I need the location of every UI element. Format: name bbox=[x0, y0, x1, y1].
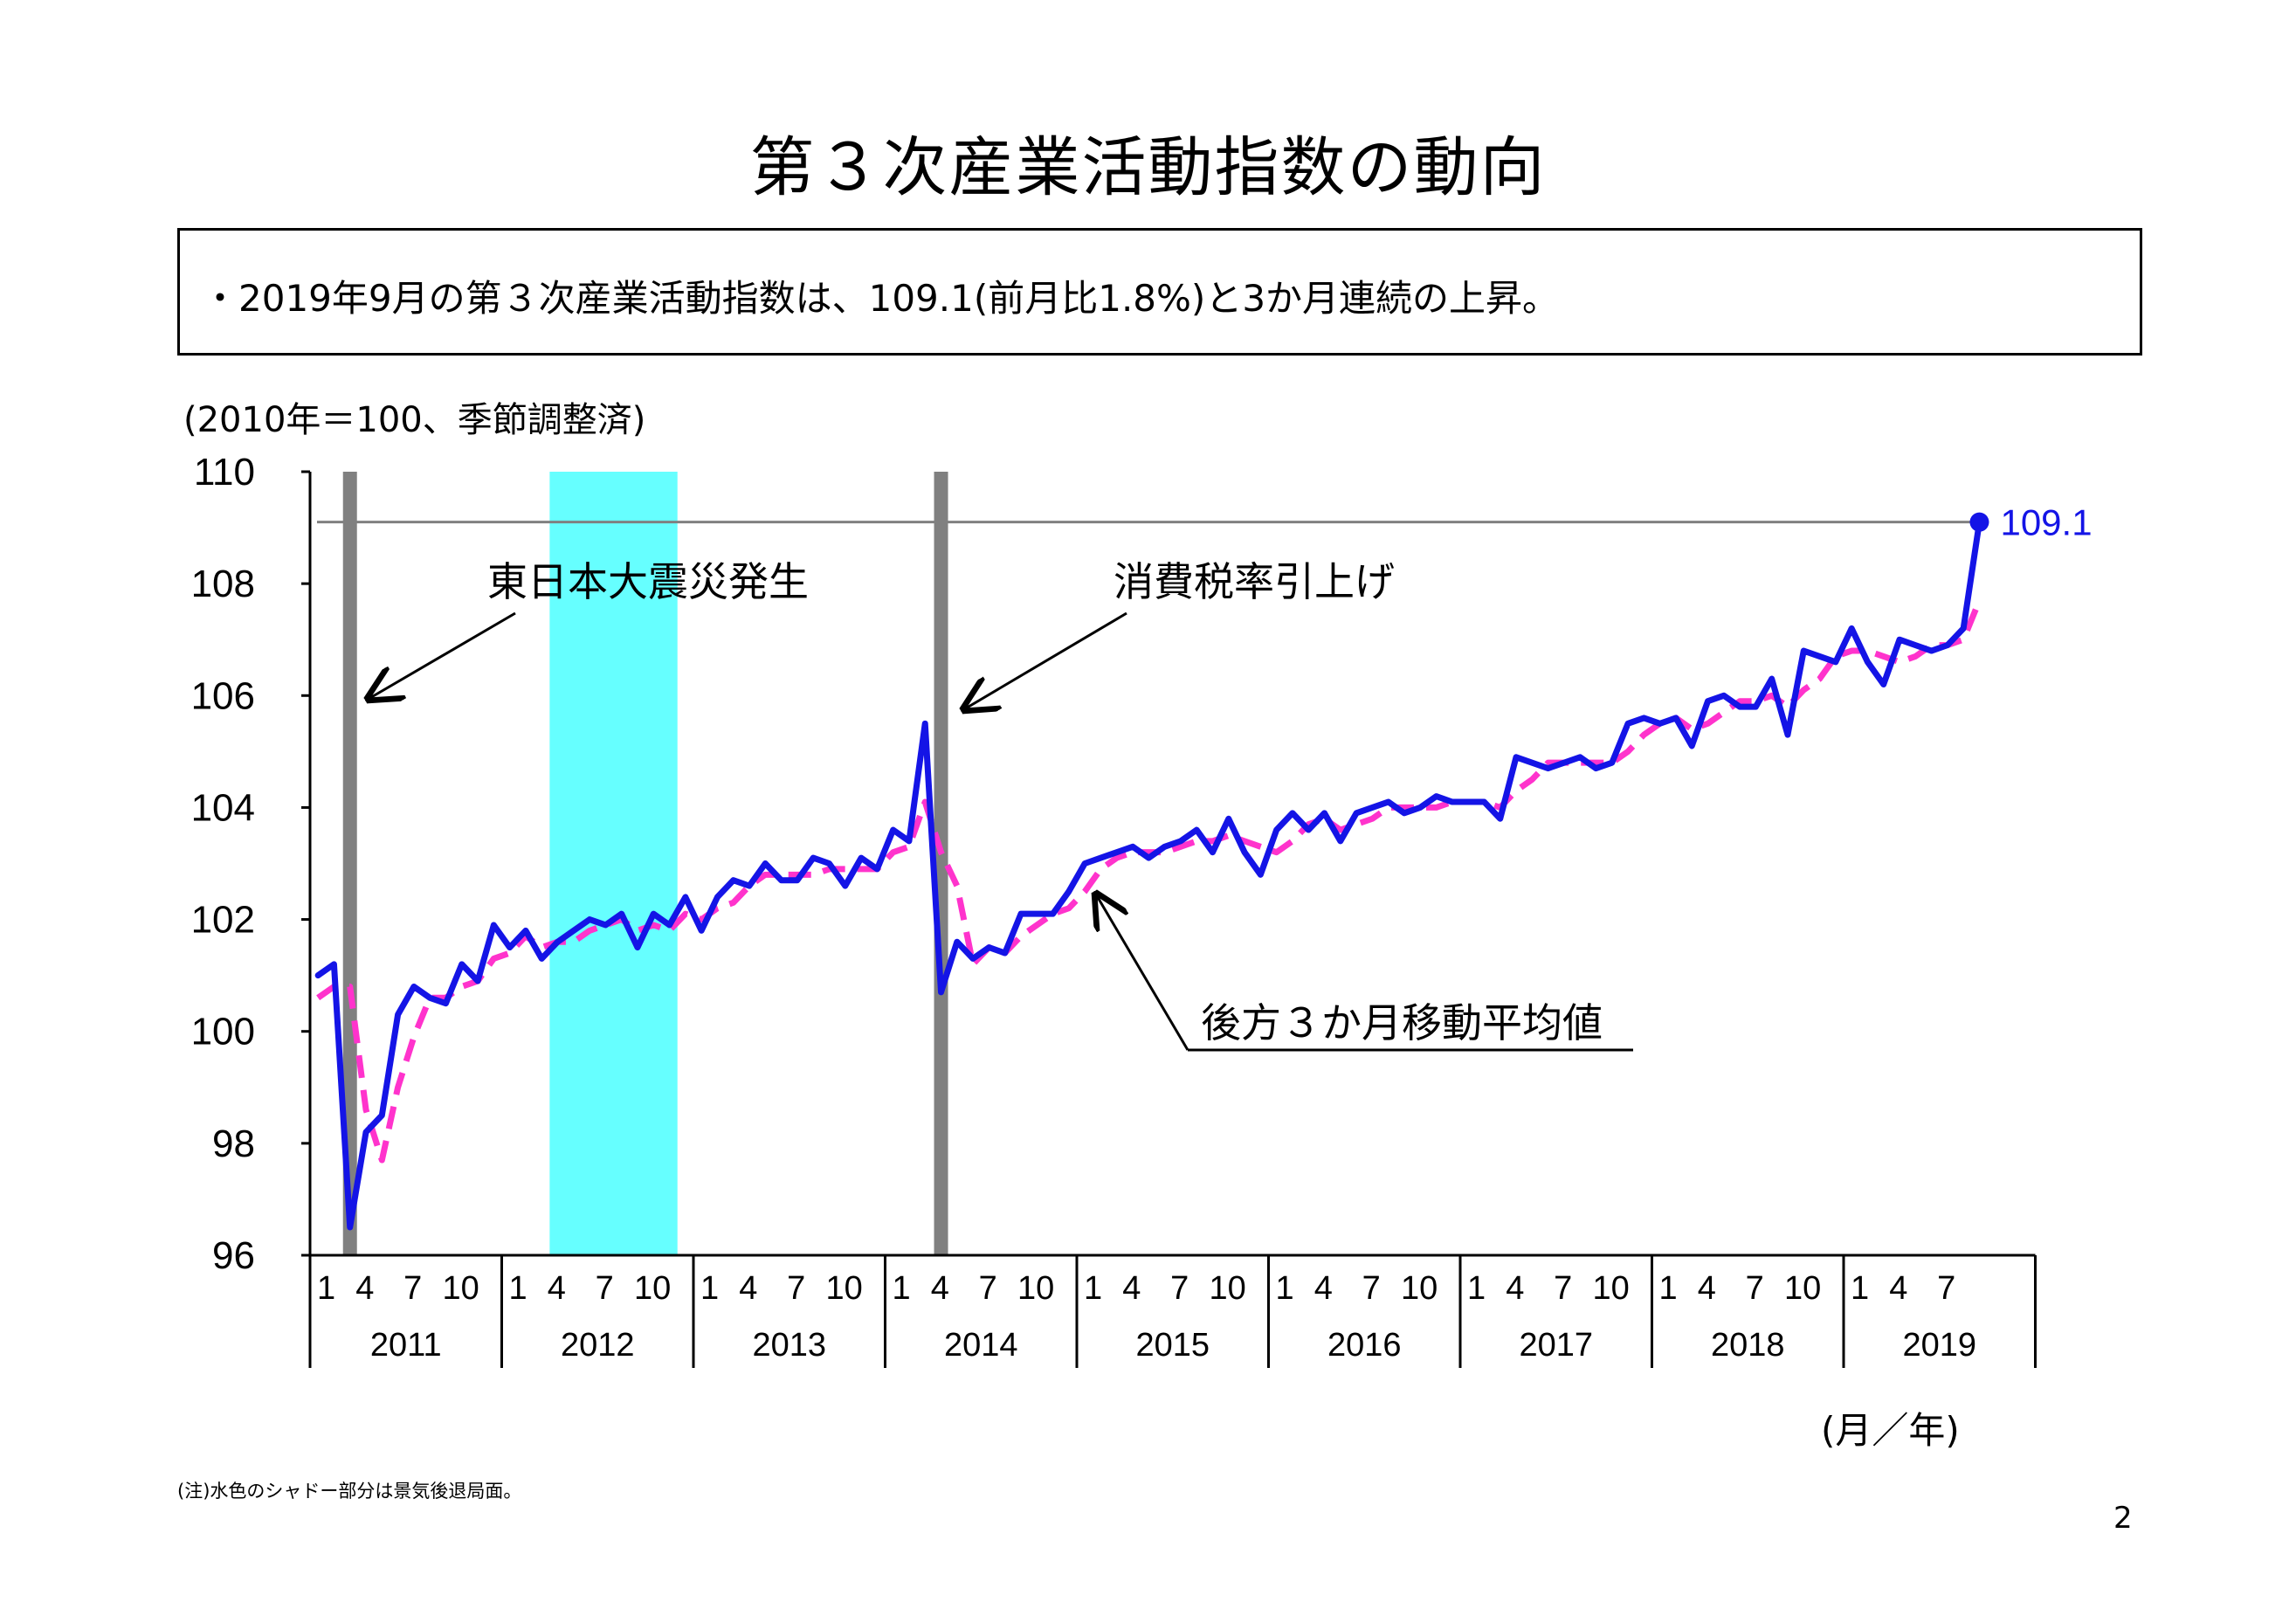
event-arrow-earthquake bbox=[369, 611, 516, 699]
y-tick-label: 102 bbox=[191, 899, 255, 942]
page-title: 第３次産業活動指数の動向 bbox=[749, 130, 1547, 205]
y-tick-label: 104 bbox=[191, 786, 255, 829]
x-month-label: 4 bbox=[355, 1270, 374, 1307]
y-tick-label: 108 bbox=[191, 563, 255, 605]
x-month-label: 7 bbox=[1746, 1270, 1764, 1307]
x-month-label: 10 bbox=[1592, 1270, 1629, 1307]
y-tick-label: 110 bbox=[194, 451, 255, 494]
x-month-label: 7 bbox=[596, 1270, 614, 1307]
x-month-label: 4 bbox=[1698, 1270, 1716, 1307]
background-shading bbox=[342, 472, 948, 1255]
x-month-label: 10 bbox=[1017, 1270, 1054, 1307]
x-month-label: 1 bbox=[893, 1270, 911, 1307]
event-bar-1 bbox=[342, 472, 357, 1255]
x-month-label: 4 bbox=[931, 1270, 949, 1307]
page-number: 2 bbox=[2113, 1501, 2133, 1536]
x-month-label: 7 bbox=[1554, 1270, 1572, 1307]
event-arrow-tax bbox=[964, 611, 1127, 709]
latest-point bbox=[1969, 512, 1989, 532]
x-year-label: 2011 bbox=[370, 1327, 442, 1364]
x-month-label: 7 bbox=[979, 1270, 997, 1307]
event-bar-2 bbox=[934, 472, 948, 1255]
x-axis-unit-label: (月／年) bbox=[1821, 1409, 1960, 1452]
footnote: (注)水色のシャドー部分は景気後退局面。 bbox=[177, 1481, 522, 1502]
x-year-label: 2019 bbox=[1902, 1327, 1976, 1364]
index-line bbox=[314, 519, 1982, 1231]
x-month-label: 4 bbox=[1122, 1270, 1141, 1307]
x-month-label: 4 bbox=[1314, 1270, 1333, 1307]
summary-text: ・2019年9月の第３次産業活動指数は、109.1(前月比1.8%)と3か月連続… bbox=[202, 277, 1560, 320]
moving-average-line bbox=[316, 599, 1982, 1164]
x-year-label: 2012 bbox=[561, 1327, 635, 1364]
x-year-label: 2013 bbox=[752, 1327, 826, 1364]
event-label-earthquake: 東日本大震災発生 bbox=[487, 559, 809, 604]
x-month-label: 4 bbox=[1889, 1270, 1907, 1307]
series-layer bbox=[314, 512, 1989, 1231]
y-tick-label: 98 bbox=[212, 1122, 255, 1165]
moving-average-label: 後方３か月移動平均値 bbox=[1201, 1000, 1603, 1046]
latest-value-label: 109.1 bbox=[2000, 502, 2092, 543]
x-month-label: 4 bbox=[1506, 1270, 1524, 1307]
x-month-label: 1 bbox=[317, 1270, 335, 1307]
x-year-label: 2018 bbox=[1711, 1327, 1785, 1364]
moving-average-arrow bbox=[1096, 894, 1189, 1051]
x-month-label: 7 bbox=[1170, 1270, 1189, 1307]
x-month-label: 7 bbox=[787, 1270, 805, 1307]
summary-box: ・2019年9月の第３次産業活動指数は、109.1(前月比1.8%)と3か月連続… bbox=[177, 228, 2142, 356]
x-month-label: 1 bbox=[1659, 1270, 1678, 1307]
recession-shade bbox=[549, 472, 678, 1255]
x-year-label: 2016 bbox=[1327, 1327, 1402, 1364]
x-month-label: 1 bbox=[1851, 1270, 1869, 1307]
x-month-label: 10 bbox=[1401, 1270, 1438, 1307]
x-month-label: 7 bbox=[1937, 1270, 1955, 1307]
x-year-label: 2017 bbox=[1519, 1327, 1593, 1364]
x-month-label: 1 bbox=[1276, 1270, 1294, 1307]
y-tick-label: 106 bbox=[191, 674, 255, 717]
x-month-label: 10 bbox=[1209, 1270, 1245, 1307]
y-axis-unit-label: (2010年＝100、季節調整済) bbox=[183, 400, 646, 440]
x-month-label: 1 bbox=[1084, 1270, 1102, 1307]
x-month-label: 1 bbox=[509, 1270, 527, 1307]
x-month-label: 10 bbox=[442, 1270, 479, 1307]
x-month-label: 10 bbox=[1784, 1270, 1821, 1307]
x-month-label: 4 bbox=[739, 1270, 757, 1307]
x-month-label: 7 bbox=[403, 1270, 422, 1307]
x-month-label: 7 bbox=[1362, 1270, 1381, 1307]
x-month-label: 4 bbox=[548, 1270, 566, 1307]
x-month-label: 10 bbox=[634, 1270, 671, 1307]
y-tick-label: 96 bbox=[212, 1234, 255, 1277]
event-label-tax: 消費税率引上げ bbox=[1114, 559, 1395, 604]
y-tick-label: 100 bbox=[191, 1011, 255, 1053]
x-month-label: 1 bbox=[700, 1270, 719, 1307]
x-month-label: 10 bbox=[825, 1270, 862, 1307]
x-year-label: 2015 bbox=[1135, 1327, 1210, 1364]
x-year-label: 2014 bbox=[944, 1327, 1018, 1364]
x-month-label: 1 bbox=[1467, 1270, 1486, 1307]
